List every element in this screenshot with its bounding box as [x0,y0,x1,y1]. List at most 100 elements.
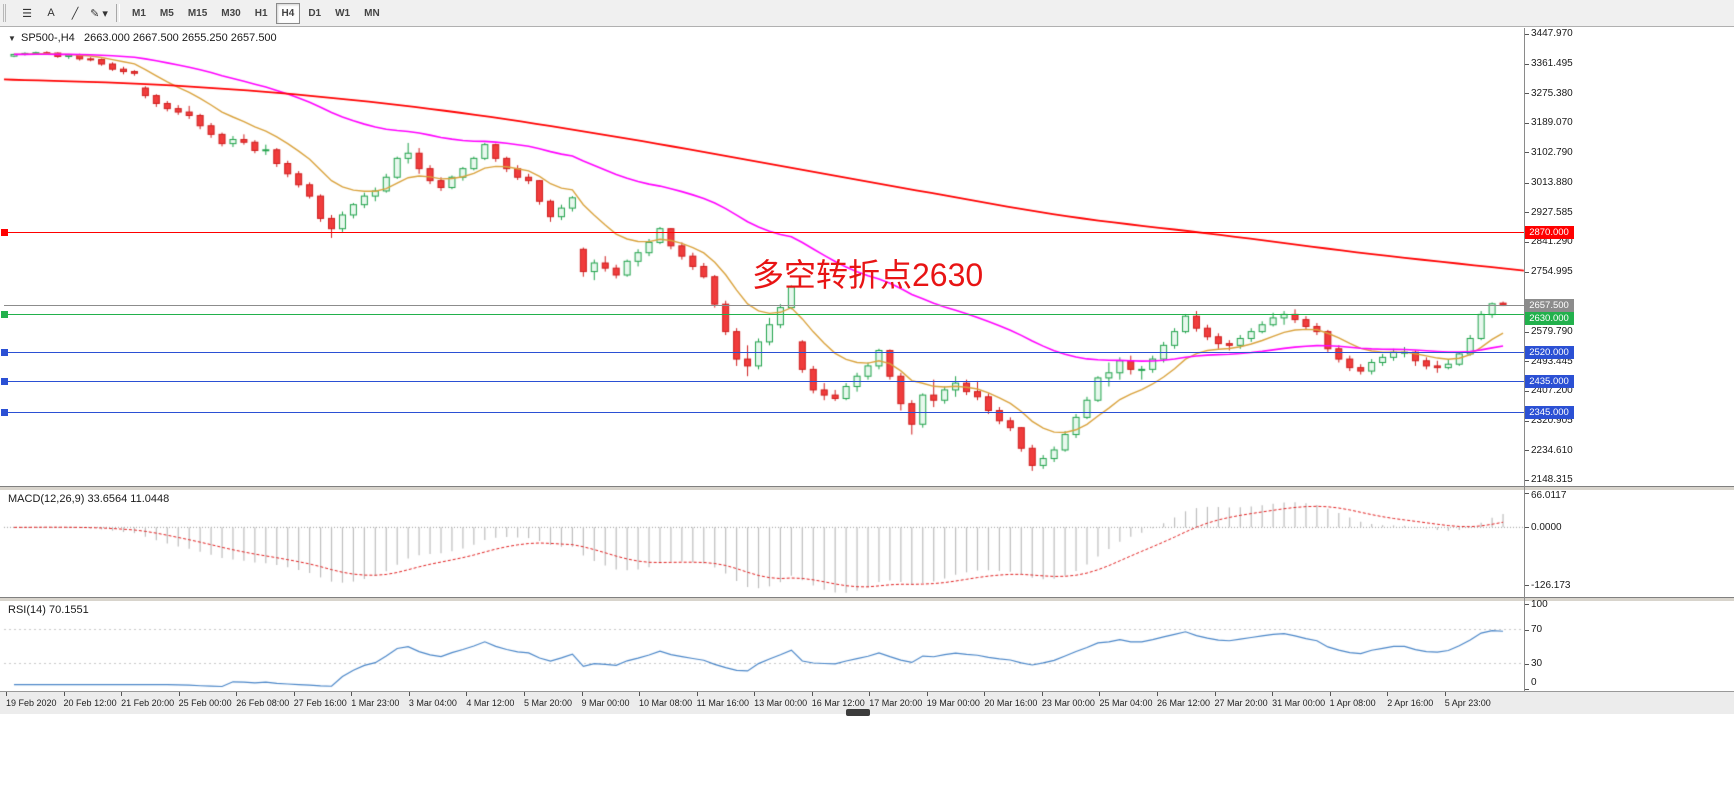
horizontal-line-2870.000[interactable] [4,232,1524,234]
time-axis-label: 1 Apr 08:00 [1329,698,1376,708]
price-badge-2520.000: 2520.000 [1524,345,1574,359]
price-badge-2435.000: 2435.000 [1524,374,1574,388]
time-axis-label: 25 Feb 00:00 [178,698,232,708]
horizontal-line-2345.000[interactable] [4,412,1524,414]
time-axis-label: 20 Feb 12:00 [63,698,117,708]
price-scale-label: 2234.610 [1531,444,1573,456]
rsi-scale-tickmark [1524,604,1529,605]
price-badge-2870.000: 2870.000 [1524,225,1574,239]
price-badge-2345.000: 2345.000 [1524,405,1574,419]
time-axis-tickmark [1157,692,1158,696]
price-scale-label: 2579.790 [1531,326,1573,338]
macd-scale-tickmark [1524,493,1529,495]
time-axis-tickmark [178,692,180,696]
price-scale-label: 3275.380 [1531,87,1573,99]
time-axis-label: 19 Feb 2020 [6,698,57,708]
price-scale-label: 2320.905 [1531,415,1573,426]
price-scale-tickmark [1524,271,1529,273]
price-scale-label: 2148.315 [1531,474,1573,486]
time-axis-label: 5 Apr 23:00 [1444,698,1491,708]
price-scale-label: 3361.495 [1531,58,1573,69]
time-axis-tickmark [1214,692,1216,696]
time-axis-tickmark [408,692,410,696]
time-axis-tickmark [293,692,295,696]
price-scale-tickmark [1524,390,1529,392]
time-axis-label: 23 Mar 00:00 [1041,698,1095,708]
rsi-scale-label: 30 [1531,658,1543,669]
price-scale-tickmark [1524,450,1529,452]
time-axis-label: 1 Mar 23:00 [351,698,400,708]
time-axis-tickmark [754,692,756,696]
rsi-scale-tickmark [1524,629,1529,631]
rsi-scale-label: 70 [1531,624,1543,635]
panel-divider[interactable] [0,486,1734,491]
chart-text-annotation[interactable]: 多空转折点2630 [752,257,984,293]
hline-left-marker[interactable] [1,228,8,236]
price-scale-label: 3447.970 [1531,28,1573,40]
price-scale-tickmark [1524,152,1529,154]
time-axis-label: 9 Mar 00:00 [581,698,630,708]
rsi-scale-label: 0 [1531,676,1537,688]
macd-scale-label: 0.0000 [1531,521,1562,533]
price-scale-label: 3189.070 [1531,117,1573,129]
panel-divider[interactable] [0,597,1734,602]
horizontal-line-2630.000[interactable] [4,314,1524,316]
time-axis-label: 2 Apr 16:00 [1387,698,1434,708]
time-axis-label: 21 Feb 20:00 [121,698,175,708]
price-scale-label: 3013.880 [1531,177,1573,189]
time-axis-tickmark [811,692,813,696]
time-axis-tickmark [696,692,698,696]
time-axis-tickmark [1099,692,1101,696]
hline-left-marker[interactable] [1,408,8,416]
taskbar-peek[interactable] [846,709,870,716]
time-axis-tickmark [1444,692,1446,696]
time-axis-tickmark [869,692,871,696]
horizontal-line-2435.000[interactable] [4,381,1524,383]
time-axis-tickmark [1387,692,1389,696]
horizontal-line-2520.000[interactable] [4,352,1524,354]
time-axis-label: 10 Mar 08:00 [639,698,693,708]
time-axis-label: 26 Feb 08:00 [236,698,290,708]
time-axis-tickmark [926,692,928,696]
price-scale-tickmark [1524,93,1529,95]
time-axis-tickmark [523,692,525,696]
price-scale-tickmark [1524,63,1529,65]
time-axis-label: 19 Mar 00:00 [926,698,980,708]
price-scale-label: 2754.995 [1531,266,1573,278]
hline-left-marker[interactable] [1,377,8,385]
rsi-indicator-label: RSI(14) 70.1551 [8,604,89,616]
price-scale-label: 3102.790 [1531,146,1573,158]
time-axis-tickmark [63,692,65,696]
price-badge-2630.000: 2630.000 [1524,311,1574,325]
time-axis-tickmark [984,692,986,696]
time-axis-tickmark [121,692,123,696]
horizontal-line-2657.500[interactable] [4,305,1524,307]
ohlc-readout: 2663.000 2667.500 2655.250 2657.500 [83,32,277,44]
time-axis-label: 25 Mar 04:00 [1099,698,1153,708]
time-axis-tickmark [1329,692,1331,696]
time-axis-label: 17 Mar 20:00 [869,698,923,708]
macd-indicator-label: MACD(12,26,9) 33.6564 11.0448 [8,493,170,505]
macd-scale-label: -126.173 [1531,579,1571,591]
price-scale-label: 2927.585 [1531,206,1573,218]
hline-left-marker[interactable] [1,310,8,318]
symbol-period-label: SP500-,H4 [20,32,75,44]
price-scale-label: 2407.200 [1531,385,1573,397]
price-scale-tickmark [1524,479,1529,481]
collapse-triangle-icon[interactable]: ▼ [8,34,16,43]
time-axis-tickmark [1272,692,1274,696]
time-axis-tickmark [6,692,7,696]
hline-left-marker[interactable] [1,348,8,356]
time-axis-tickmark [581,692,583,696]
time-axis-tickmark [236,692,238,696]
time-axis-label: 26 Mar 12:00 [1157,698,1211,708]
rsi-scale-tickmark [1524,663,1529,665]
macd-scale-tickmark [1524,585,1529,586]
time-axis-label: 20 Mar 16:00 [984,698,1038,708]
chart-title: ▼ SP500-,H4 2663.000 2667.500 2655.250 2… [8,32,277,44]
time-axis-label: 5 Mar 20:00 [523,698,572,708]
time-axis-label: 16 Mar 12:00 [811,698,865,708]
price-badge-2657.500: 2657.500 [1524,298,1574,312]
time-axis[interactable]: 19 Feb 2020 20 Feb 12:00 21 Feb 20:00 25 Fe… [0,691,1734,714]
